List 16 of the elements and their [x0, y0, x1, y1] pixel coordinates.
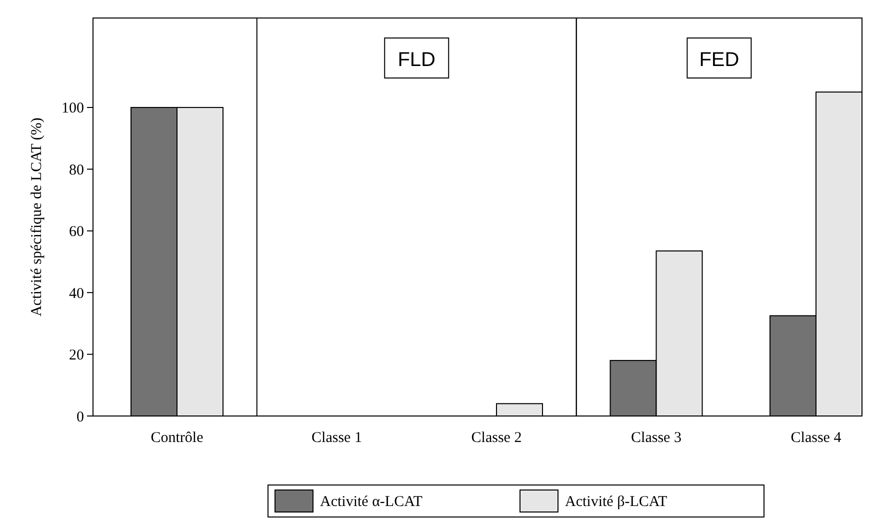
- legend-label: Activité β-LCAT: [565, 494, 668, 510]
- y-tick-label: 0: [76, 409, 84, 426]
- legend-label: Activité α-LCAT: [320, 494, 422, 510]
- x-tick-label: Classe 1: [312, 430, 362, 446]
- y-tick-label: 40: [69, 286, 84, 302]
- band-label: FLD: [398, 49, 436, 71]
- x-tick-label: Classe 3: [631, 430, 682, 446]
- x-tick-label: Classe 2: [471, 430, 522, 446]
- y-tick-label: 80: [69, 162, 84, 178]
- y-tick-label: 60: [69, 224, 84, 240]
- y-axis-title: Activité spécifique de LCAT (%): [29, 118, 45, 316]
- x-tick-label: Contrôle: [150, 430, 204, 446]
- y-tick-label: 20: [69, 348, 84, 364]
- x-tick-label: Classe 4: [790, 430, 842, 446]
- y-tick-label: 100: [62, 100, 84, 117]
- band-label: FED: [699, 49, 740, 71]
